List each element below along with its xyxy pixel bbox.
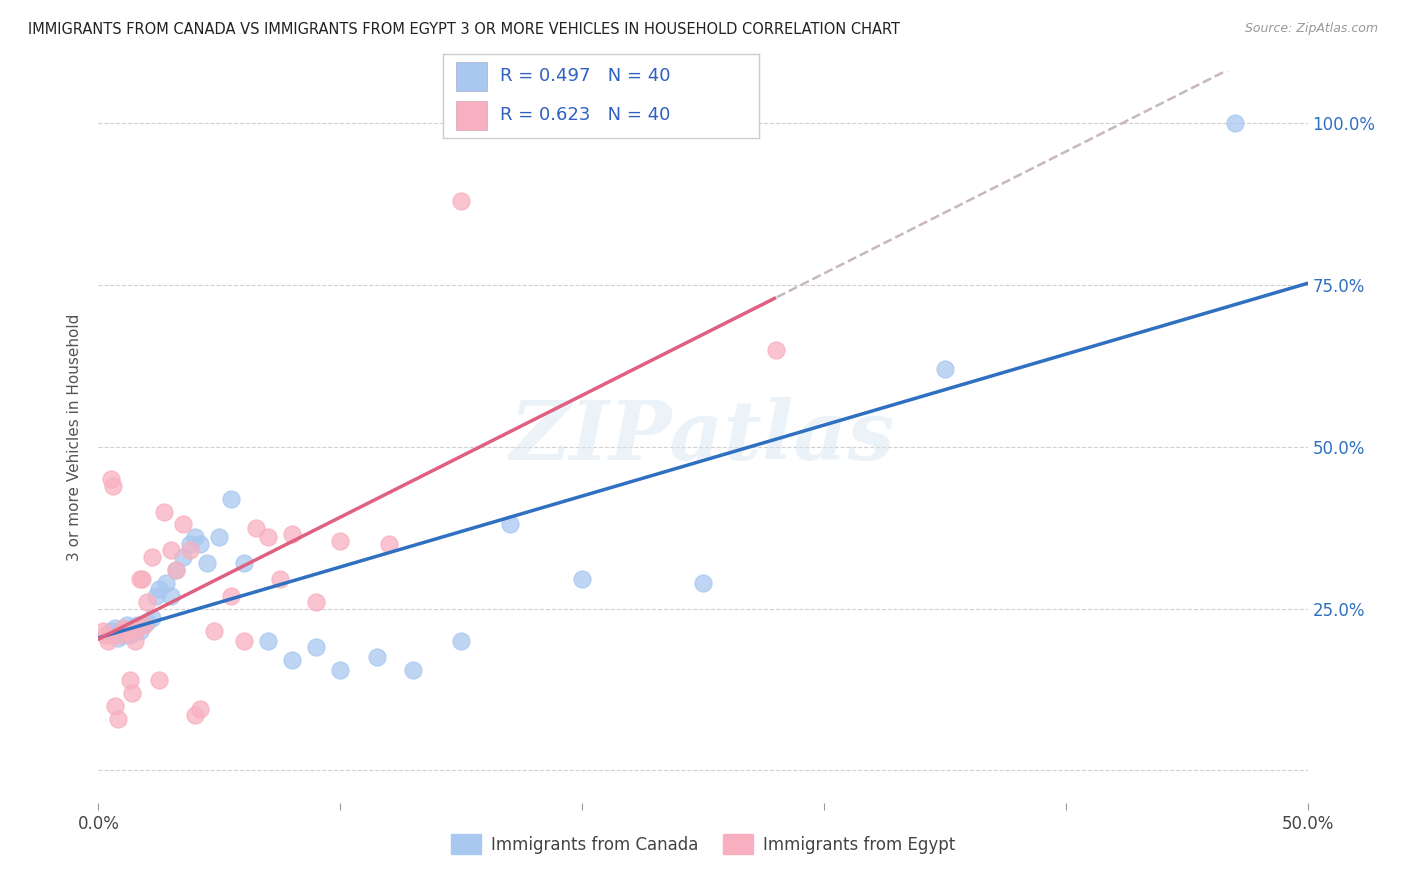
- Point: [305, 640, 328, 655]
- Point: [141, 611, 163, 625]
- Point: [118, 627, 141, 641]
- Point: [104, 621, 127, 635]
- Point: [329, 533, 352, 548]
- Point: [108, 627, 131, 641]
- Point: [256, 634, 278, 648]
- Point: [131, 573, 153, 587]
- Point: [281, 527, 304, 541]
- Text: ZIPatlas: ZIPatlas: [510, 397, 896, 477]
- Point: [124, 624, 146, 639]
- Point: [172, 517, 194, 532]
- Text: Source: ZipAtlas.com: Source: ZipAtlas.com: [1244, 22, 1378, 36]
- Point: [765, 343, 787, 357]
- Point: [208, 530, 231, 544]
- Point: [111, 623, 134, 637]
- Text: R = 0.623   N = 40: R = 0.623 N = 40: [501, 105, 671, 123]
- Point: [195, 557, 218, 571]
- Point: [450, 634, 472, 648]
- Point: [104, 698, 127, 713]
- Y-axis label: 3 or more Vehicles in Household: 3 or more Vehicles in Household: [67, 313, 83, 561]
- Point: [305, 595, 328, 609]
- Point: [148, 582, 170, 597]
- Point: [100, 472, 122, 486]
- Point: [269, 573, 291, 587]
- Point: [114, 627, 136, 641]
- Point: [281, 653, 304, 667]
- Text: IMMIGRANTS FROM CANADA VS IMMIGRANTS FROM EGYPT 3 OR MORE VEHICLES IN HOUSEHOLD : IMMIGRANTS FROM CANADA VS IMMIGRANTS FRO…: [28, 22, 900, 37]
- Point: [571, 573, 593, 587]
- Point: [117, 617, 139, 632]
- Point: [148, 673, 170, 687]
- Point: [107, 631, 129, 645]
- Point: [135, 595, 157, 609]
- Point: [121, 686, 143, 700]
- Point: [329, 663, 352, 677]
- Point: [179, 543, 201, 558]
- Point: [232, 634, 254, 648]
- Point: [402, 663, 425, 677]
- Point: [165, 563, 187, 577]
- Point: [221, 491, 243, 506]
- Point: [107, 712, 129, 726]
- Point: [127, 617, 149, 632]
- Point: [152, 504, 174, 518]
- Point: [94, 627, 117, 641]
- Point: [134, 617, 156, 632]
- Legend: Immigrants from Canada, Immigrants from Egypt: Immigrants from Canada, Immigrants from …: [444, 828, 962, 860]
- Point: [100, 624, 122, 639]
- Point: [128, 573, 150, 587]
- Point: [97, 634, 120, 648]
- Point: [135, 615, 157, 629]
- Point: [114, 624, 136, 639]
- Point: [245, 521, 267, 535]
- Point: [91, 624, 114, 639]
- Point: [145, 589, 167, 603]
- Point: [188, 702, 211, 716]
- Point: [172, 549, 194, 564]
- Point: [377, 537, 399, 551]
- Point: [256, 530, 278, 544]
- Point: [498, 517, 520, 532]
- Point: [101, 478, 124, 492]
- Bar: [456, 101, 486, 130]
- Point: [111, 621, 134, 635]
- Point: [188, 537, 211, 551]
- Point: [155, 575, 177, 590]
- Point: [131, 617, 153, 632]
- Point: [184, 708, 207, 723]
- Point: [127, 621, 149, 635]
- Point: [160, 543, 183, 558]
- Point: [117, 624, 139, 639]
- Point: [108, 624, 131, 639]
- Point: [165, 563, 187, 577]
- Point: [124, 634, 146, 648]
- Point: [121, 621, 143, 635]
- Point: [160, 589, 183, 603]
- Point: [1223, 116, 1246, 130]
- Point: [934, 362, 956, 376]
- Point: [232, 557, 254, 571]
- Point: [179, 537, 201, 551]
- Bar: [456, 62, 486, 91]
- Point: [118, 673, 141, 687]
- Point: [204, 624, 226, 639]
- Point: [184, 530, 207, 544]
- Point: [128, 624, 150, 639]
- Point: [450, 194, 472, 208]
- Point: [366, 650, 388, 665]
- Point: [221, 589, 243, 603]
- Point: [141, 549, 163, 564]
- Point: [692, 575, 714, 590]
- Text: R = 0.497   N = 40: R = 0.497 N = 40: [501, 68, 671, 86]
